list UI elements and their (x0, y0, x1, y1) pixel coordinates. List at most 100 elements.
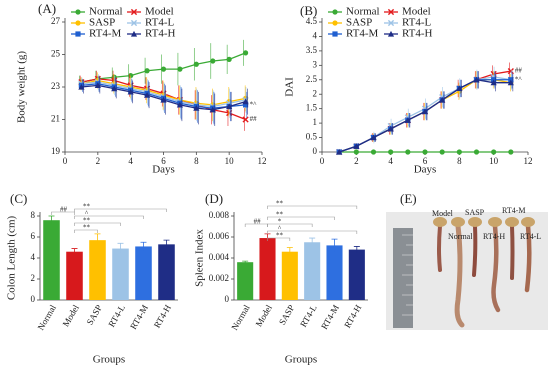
bar (135, 246, 152, 300)
significance-label: ## (254, 218, 262, 226)
error-bar (309, 237, 316, 247)
legend-label: RT4-M (89, 28, 122, 40)
marker (405, 149, 411, 155)
y-axis-label: Colon Length (cm) (6, 216, 18, 301)
error-bar (242, 260, 249, 264)
significance-label: ** (276, 232, 284, 240)
marker (353, 149, 359, 155)
y-tick-label: 25 (51, 49, 61, 59)
panel-label: (A) (38, 1, 56, 16)
x-tick-label: RT4-H (342, 303, 363, 330)
y-tick-label: 27 (51, 16, 61, 26)
legend-label: RT4-H (145, 28, 176, 40)
marker (242, 50, 249, 56)
photo-label: Model (432, 209, 454, 218)
significance-bracket (74, 222, 121, 226)
y-tick-label: 19 (51, 146, 61, 156)
marker (242, 116, 249, 123)
marker (473, 149, 480, 155)
x-tick-label: 6 (161, 156, 166, 166)
significance-bracket (267, 216, 335, 220)
bar (89, 240, 106, 300)
y-tick-label: 4 (31, 252, 36, 262)
marker (130, 19, 138, 27)
x-tick-label: SASP (277, 303, 296, 327)
y-tick-label: 3.5 (306, 45, 318, 55)
panel-label: (D) (205, 191, 223, 206)
marker (242, 102, 249, 108)
significance-bracket (74, 215, 144, 219)
x-tick-label: 8 (457, 156, 462, 166)
panel-label: (B) (300, 3, 317, 18)
x-tick-label: RT4-L (298, 303, 319, 329)
y-tick-label: 0 (225, 294, 230, 304)
ruler (393, 228, 413, 328)
marker (404, 117, 411, 123)
marker (75, 31, 81, 37)
x-tick-label: 10 (489, 156, 499, 166)
marker (193, 105, 200, 111)
marker (160, 66, 167, 72)
significance-bracket (74, 229, 98, 233)
y-tick-label: 0.006 (209, 231, 230, 241)
y-tick-label: 0 (31, 294, 36, 304)
y-tick-label: 8 (31, 210, 36, 220)
y-tick-label: 0.004 (209, 252, 230, 262)
x-tick-label: Normal (36, 303, 59, 332)
legend-label: Model (402, 6, 431, 18)
bar (281, 251, 298, 300)
legend-label: RT4-H (402, 28, 433, 40)
x-tick-label: 10 (225, 156, 235, 166)
x-tick-label: RT4-L (106, 303, 127, 329)
y-tick-label: 1 (313, 117, 318, 127)
y-tick-label: 23 (51, 81, 61, 91)
photo-label: RT4-M (502, 206, 526, 215)
y-tick-label: 2 (31, 273, 36, 283)
x-tick-label: 6 (423, 156, 428, 166)
marker (421, 108, 429, 115)
marker (370, 134, 377, 141)
significance-bracket (267, 223, 313, 227)
marker (210, 58, 216, 64)
y-tick-label: 21 (51, 114, 60, 124)
marker (144, 68, 150, 74)
legend-label: RT4-L (145, 17, 175, 29)
marker (490, 79, 497, 86)
marker (127, 88, 134, 95)
marker (491, 149, 497, 155)
significance-bracket (74, 208, 167, 212)
error-bar (286, 247, 293, 256)
significance-bracket (267, 237, 291, 241)
x-tick-label: RT4-M (319, 303, 341, 331)
y-axis-label: Spleen Index (194, 229, 206, 287)
error-bar (71, 248, 78, 255)
panel-label: (E) (400, 191, 417, 206)
photo-label: SASP (465, 208, 485, 217)
marker (143, 92, 151, 98)
x-axis-label: Groups (93, 354, 125, 366)
bar (237, 262, 254, 300)
y-tick-label: 0.008 (209, 210, 230, 220)
legend-label: SASP (346, 17, 372, 29)
significance-label: ^ (278, 225, 282, 233)
y-tick-label: 2 (313, 88, 318, 98)
x-tick-label: 0 (63, 156, 68, 166)
significance-bracket (267, 205, 358, 209)
legend-label: Model (145, 6, 174, 18)
x-tick-label: 12 (258, 156, 267, 166)
x-tick-label: 2 (96, 156, 101, 166)
marker (130, 8, 138, 16)
x-tick-label: RT4-M (128, 303, 150, 331)
photo-label: Normal (448, 232, 473, 241)
y-tick-label: 1.5 (306, 103, 318, 113)
x-tick-label: SASP (85, 303, 104, 327)
significance-bracket (51, 211, 75, 215)
marker (353, 143, 360, 149)
significance-bracket (267, 230, 358, 234)
significance-label: ** (83, 224, 91, 232)
marker (177, 66, 183, 72)
y-tick-label: 2.5 (306, 74, 318, 84)
marker (332, 20, 338, 26)
x-axis-label: Groups (285, 354, 317, 366)
marker (78, 83, 85, 90)
